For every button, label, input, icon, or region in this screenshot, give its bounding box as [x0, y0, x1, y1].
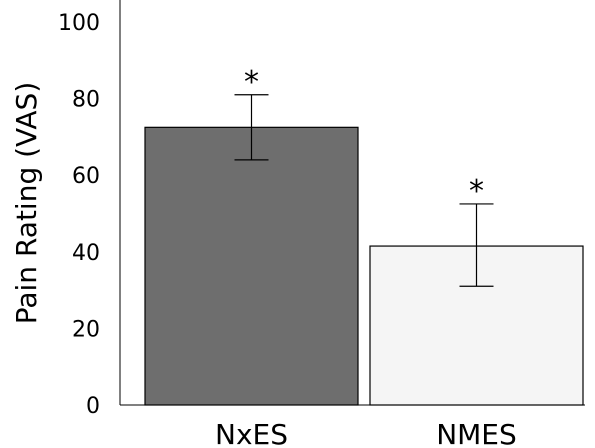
y-tick-label: 40	[72, 241, 100, 266]
y-tick-label: 60	[72, 164, 100, 189]
y-tick-label: 0	[86, 394, 100, 419]
significance-star: *	[469, 174, 484, 209]
significance-star: *	[244, 65, 259, 100]
y-tick-labels: 0 20 40 60 80 100	[58, 11, 100, 419]
bars	[144, 126, 584, 406]
x-tick-labels: NxES NMES	[215, 418, 517, 448]
y-axis-title: Pain Rating (VAS)	[10, 82, 43, 325]
error-bars	[234, 94, 494, 287]
bar-nxes	[144, 126, 359, 406]
x-tick-label: NMES	[436, 418, 517, 448]
y-tick-label: 20	[72, 317, 100, 342]
y-tick-label: 100	[58, 11, 100, 36]
x-tick-label: NxES	[215, 418, 288, 448]
error-bar-nxes	[234, 94, 269, 161]
y-tick-label: 80	[72, 88, 100, 113]
error-bar-nmes	[459, 203, 494, 287]
significance-markers: **	[244, 65, 484, 209]
